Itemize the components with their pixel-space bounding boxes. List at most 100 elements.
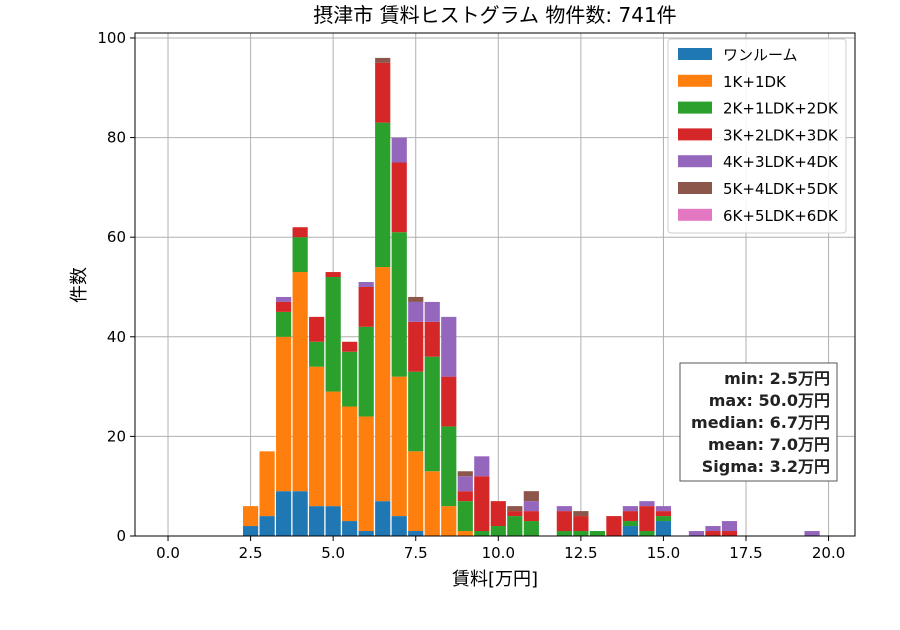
- bar-segment: [523, 511, 539, 522]
- bar-segment: [573, 531, 589, 536]
- bar-segment: [622, 526, 639, 536]
- bar-segment: [276, 491, 292, 536]
- bar-segment: [705, 526, 721, 532]
- bar-segment: [424, 301, 440, 322]
- bar-segment: [441, 426, 457, 507]
- bar-segment: [408, 371, 424, 452]
- bar-segment: [474, 476, 490, 532]
- bar-segment: [441, 376, 457, 427]
- bar-segment: [276, 296, 292, 302]
- bar-segment: [424, 321, 440, 357]
- bar-segment: [375, 122, 391, 268]
- legend-label: 1K+1DK: [723, 73, 787, 91]
- bar-segment: [490, 501, 506, 527]
- x-tick-label: 7.5: [404, 544, 428, 562]
- bar-segment: [309, 341, 325, 367]
- bar-segment: [457, 476, 473, 492]
- bar-segment: [523, 521, 539, 536]
- bar-segment: [259, 516, 275, 536]
- x-axis-title: 賃料[万円]: [452, 569, 538, 590]
- bar-segment: [556, 511, 572, 532]
- stats-mean: mean: 7.0万円: [708, 435, 830, 454]
- x-tick-label: 20.0: [812, 544, 845, 562]
- bar-segment: [474, 531, 490, 536]
- bar-segment: [358, 286, 374, 327]
- bar-segment: [358, 282, 374, 287]
- bar-segment: [655, 521, 672, 536]
- bar-segment: [457, 501, 473, 532]
- chart-title: 摂津市 賃料ヒストグラム 物件数: 741件: [313, 3, 676, 27]
- bar-segment: [292, 491, 308, 536]
- bar-segment: [507, 506, 523, 512]
- bar-segment: [639, 501, 655, 507]
- bar-segment: [358, 531, 374, 536]
- y-tick-label: 40: [107, 328, 126, 346]
- bar-segment: [375, 501, 391, 536]
- bar-segment: [391, 516, 407, 536]
- stats-frame: [679, 362, 838, 482]
- legend-swatch: [678, 182, 712, 194]
- bar-segment: [391, 232, 407, 377]
- x-axis-ticks: 0.0 2.5 5.0 7.5 10.0 12.5 15.0 17.5 20.0: [156, 536, 845, 562]
- bar-segment: [375, 267, 391, 502]
- bar-segment: [358, 326, 374, 417]
- bar-segment: [408, 321, 424, 372]
- bar-segment: [259, 451, 275, 517]
- legend-swatch: [678, 48, 712, 60]
- bar-segment: [408, 301, 424, 322]
- y-tick-label: 80: [107, 129, 126, 147]
- bar-segment: [309, 366, 325, 507]
- bar-segment: [507, 511, 523, 517]
- plot-frame: [134, 32, 856, 537]
- legend-swatch: [678, 101, 712, 114]
- bar-segment: [276, 336, 292, 492]
- bar-segment: [358, 416, 374, 532]
- legend-label: 3K+2LDK+3DK: [723, 126, 839, 144]
- legend-swatch: [678, 74, 712, 87]
- bar-segment: [309, 316, 325, 342]
- bar-segment: [424, 356, 440, 472]
- bar-segment: [622, 521, 639, 527]
- y-tick-label: 0: [116, 527, 126, 545]
- stats-min: min: 2.5万円: [724, 369, 830, 388]
- legend-label: ワンルーム: [723, 46, 798, 64]
- legend-label: 4K+3LDK+4DK: [723, 153, 839, 171]
- bar-segment: [276, 301, 292, 312]
- stats-median: median: 6.7万円: [691, 413, 830, 432]
- x-tick-label: 10.0: [482, 544, 515, 562]
- bar-segment: [474, 456, 490, 477]
- bar-segment: [408, 451, 424, 532]
- bar-segment: [589, 531, 605, 536]
- bar-segment: [457, 531, 473, 536]
- bar-segment: [391, 162, 407, 233]
- legend-label: 5K+4LDK+5DK: [723, 180, 839, 198]
- bar-segment: [292, 237, 308, 273]
- x-tick-label: 15.0: [647, 544, 680, 562]
- bar-segment: [375, 57, 391, 63]
- bar-segment: [721, 531, 738, 536]
- legend-swatch: [678, 208, 712, 221]
- bar-segment: [342, 351, 358, 407]
- bar-segment: [342, 521, 358, 536]
- y-axis-title: 件数: [69, 267, 90, 303]
- bar-segment: [243, 526, 259, 536]
- y-tick-label: 60: [107, 228, 126, 246]
- x-tick-label: 2.5: [239, 544, 263, 562]
- y-axis-ticks: 0 20 40 60 80 100: [97, 29, 135, 545]
- bar-segment: [490, 526, 506, 536]
- bar-segment: [804, 531, 820, 536]
- bar-segment: [408, 531, 424, 536]
- bar-segment: [688, 531, 705, 536]
- bar-segment: [325, 506, 341, 536]
- bar-segment: [655, 506, 672, 512]
- bar-segment: [457, 491, 473, 502]
- bar-segment: [292, 227, 308, 238]
- bar-segment: [622, 511, 639, 522]
- bar-segment: [556, 506, 572, 512]
- x-tick-label: 17.5: [729, 544, 762, 562]
- bar-segment: [391, 376, 407, 517]
- x-tick-label: 12.5: [564, 544, 597, 562]
- x-tick-label: 0.0: [156, 544, 180, 562]
- bar-segment: [523, 491, 539, 502]
